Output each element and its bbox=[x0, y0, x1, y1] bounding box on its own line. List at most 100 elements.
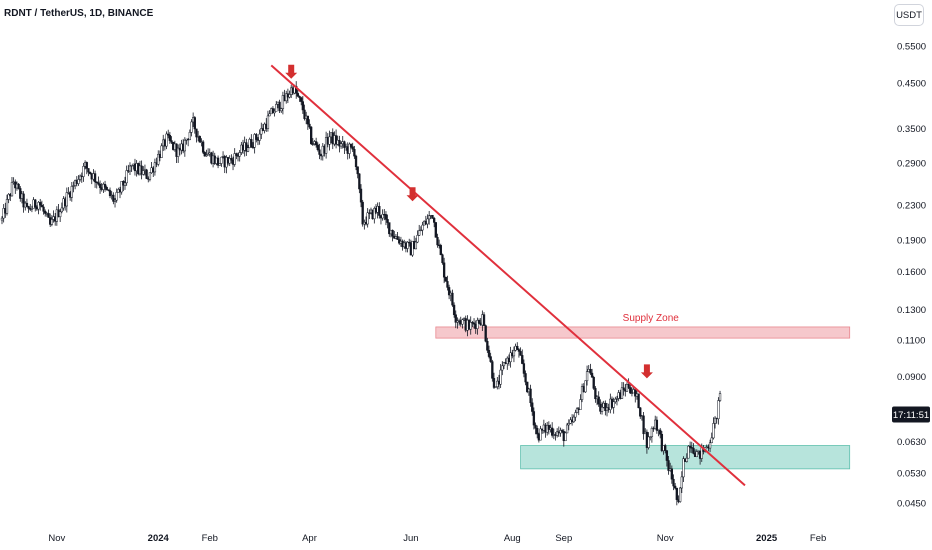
candle bbox=[359, 184, 363, 208]
candle bbox=[108, 187, 112, 199]
candle bbox=[559, 427, 562, 437]
candle bbox=[539, 425, 542, 441]
candle bbox=[349, 143, 353, 149]
candle bbox=[718, 390, 722, 402]
down-arrow-icon bbox=[640, 364, 653, 379]
candle bbox=[612, 397, 615, 414]
candle bbox=[107, 189, 110, 192]
candle bbox=[579, 394, 582, 410]
candle bbox=[70, 181, 73, 202]
candle bbox=[502, 361, 506, 370]
candle bbox=[5, 194, 9, 216]
candle bbox=[477, 318, 481, 324]
demand-zone-box bbox=[520, 445, 851, 470]
candle bbox=[589, 363, 592, 375]
candle bbox=[604, 400, 607, 416]
candle bbox=[268, 110, 271, 117]
candle bbox=[680, 471, 683, 494]
candle bbox=[682, 456, 685, 482]
candle bbox=[88, 171, 92, 175]
y-tick-label: 0.0900 bbox=[897, 372, 926, 383]
last-price-badge: 17:11:51 bbox=[892, 406, 930, 423]
candle bbox=[431, 214, 434, 219]
candle bbox=[334, 129, 338, 149]
candle bbox=[575, 407, 579, 414]
candle bbox=[338, 135, 341, 153]
x-tick-label: Sep bbox=[555, 533, 572, 544]
candle bbox=[353, 145, 356, 159]
candle bbox=[250, 134, 253, 148]
candle bbox=[351, 142, 354, 152]
candle bbox=[439, 243, 442, 256]
currency-unit-button[interactable]: USDT bbox=[894, 4, 924, 26]
candle bbox=[288, 90, 291, 99]
candle bbox=[690, 441, 693, 454]
candle bbox=[72, 181, 75, 193]
candle bbox=[384, 211, 388, 226]
candle bbox=[130, 164, 133, 172]
candle bbox=[27, 205, 30, 213]
y-tick-label: 0.4500 bbox=[897, 78, 926, 89]
candle bbox=[177, 144, 180, 163]
candle bbox=[148, 172, 152, 182]
candle bbox=[454, 310, 457, 329]
candle bbox=[348, 142, 351, 159]
candle bbox=[665, 450, 669, 467]
candle bbox=[717, 397, 720, 425]
candle bbox=[675, 487, 678, 506]
candle bbox=[198, 135, 201, 143]
candle bbox=[687, 445, 690, 459]
x-tick-label: 2024 bbox=[148, 533, 170, 544]
candle bbox=[201, 140, 205, 155]
candle bbox=[524, 370, 527, 386]
candle bbox=[273, 108, 276, 117]
candle bbox=[406, 241, 409, 253]
candle bbox=[592, 375, 595, 390]
y-tick-label: 0.1100 bbox=[897, 335, 925, 346]
candle bbox=[499, 364, 502, 389]
candle bbox=[667, 455, 670, 475]
candle bbox=[642, 411, 645, 440]
candle bbox=[494, 386, 497, 388]
y-axis[interactable]: 0.5500 0.4500 0.3500 0.2900 0.2300 0.1900 0.16… bbox=[892, 42, 930, 510]
x-tick-label: Nov bbox=[657, 533, 674, 544]
candle bbox=[366, 208, 369, 228]
candle bbox=[590, 368, 594, 378]
candle bbox=[713, 416, 717, 429]
candle bbox=[679, 486, 682, 503]
candle bbox=[128, 162, 132, 176]
candle bbox=[153, 158, 157, 176]
x-axis[interactable]: Nov 2024 Feb Apr Jun Aug Sep Nov 2025 Feb bbox=[48, 533, 826, 544]
down-arrow-icon bbox=[285, 64, 298, 79]
candle bbox=[170, 136, 173, 145]
candles-layer bbox=[0, 81, 722, 506]
candle bbox=[218, 163, 221, 166]
last-price-countdown: 17:11:51 bbox=[893, 410, 929, 421]
candle bbox=[486, 337, 489, 353]
candle bbox=[660, 430, 664, 453]
candle bbox=[44, 209, 47, 217]
candle bbox=[167, 129, 170, 139]
candle bbox=[113, 198, 117, 208]
candle bbox=[160, 143, 163, 158]
candle bbox=[637, 393, 640, 409]
candle bbox=[354, 154, 358, 171]
candle bbox=[685, 453, 688, 463]
candle bbox=[168, 131, 172, 144]
candle bbox=[85, 161, 88, 175]
candle bbox=[40, 200, 44, 208]
candle bbox=[303, 104, 306, 121]
candle bbox=[522, 359, 526, 378]
candle bbox=[298, 95, 301, 102]
candle bbox=[517, 348, 521, 358]
y-tick-label: 0.0450 bbox=[897, 498, 926, 509]
candle bbox=[482, 312, 486, 326]
candle bbox=[308, 119, 311, 129]
candle bbox=[87, 168, 90, 177]
candle bbox=[547, 421, 550, 435]
candle bbox=[622, 382, 625, 396]
candle bbox=[318, 143, 321, 160]
candle bbox=[664, 443, 667, 454]
candle bbox=[436, 233, 439, 248]
